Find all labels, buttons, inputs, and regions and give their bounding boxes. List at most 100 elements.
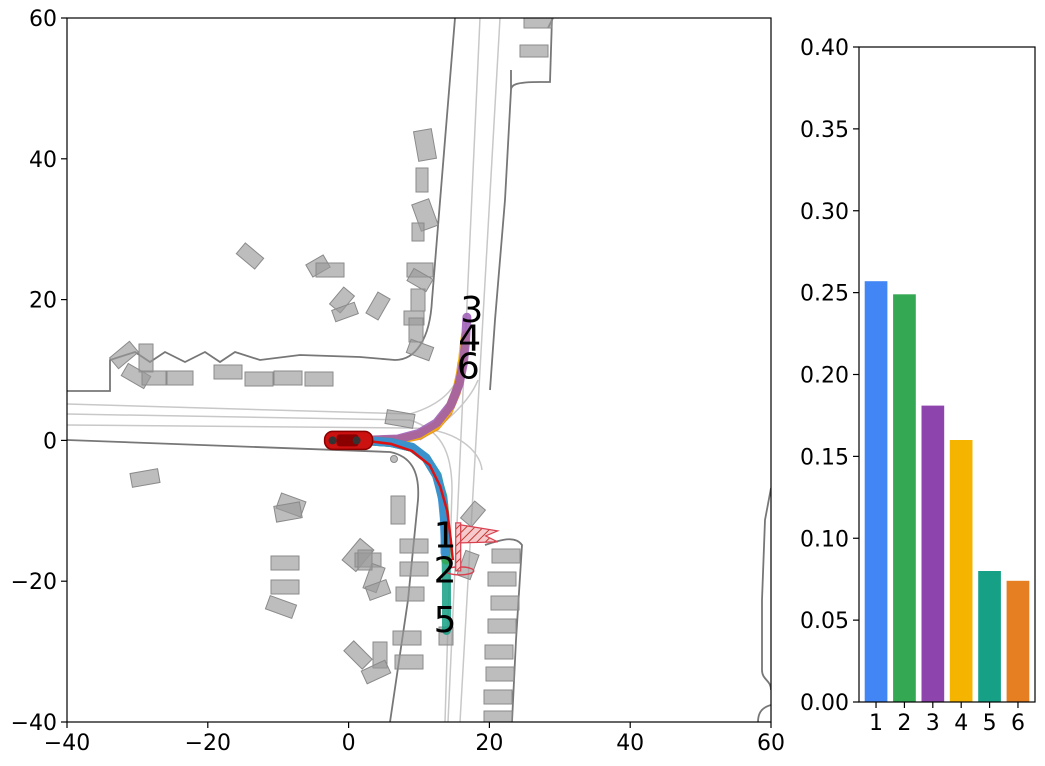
- bar-y-tick-label: 0.00: [800, 691, 849, 716]
- road-edge: [757, 704, 771, 722]
- y-tick-label: −20: [11, 570, 57, 595]
- parked-vehicle: [364, 579, 392, 601]
- parked-vehicle: [395, 586, 425, 602]
- bar-series: [864, 281, 1030, 702]
- parked-vehicle: [490, 595, 520, 611]
- lane-line: [67, 424, 411, 429]
- parked-vehicle: [273, 370, 303, 386]
- bar-x-tick-label: 5: [983, 711, 997, 736]
- map-background: [67, 18, 771, 722]
- trajectory-label-5: 5: [434, 600, 457, 641]
- x-tick-label: 60: [757, 731, 785, 756]
- parked-vehicle: [270, 555, 300, 571]
- parked-vehicle: [270, 579, 300, 595]
- bar-y-tick-label: 0.40: [800, 36, 849, 61]
- map-y-axis: −40 −20 0 20 40 60: [11, 7, 67, 736]
- parked-vehicle: [415, 167, 429, 193]
- parked-vehicle: [405, 338, 435, 362]
- parked-vehicle: [331, 301, 359, 323]
- parked-vehicle: [410, 288, 426, 312]
- parked-vehicle: [392, 630, 422, 646]
- parked-vehicle: [138, 343, 154, 373]
- bar-6: [1006, 580, 1030, 702]
- goal-flag-banner: [460, 524, 500, 544]
- bar-x-tick-label: 3: [926, 711, 940, 736]
- bar-y-tick-label: 0.20: [800, 364, 849, 389]
- bar-x-tick-label: 6: [1011, 711, 1025, 736]
- parked-vehicle: [384, 409, 416, 429]
- goal-flag-icon: [444, 522, 500, 576]
- goal-flag-pole: [455, 522, 462, 572]
- bar-3: [921, 405, 945, 702]
- scene-marker: [390, 455, 398, 463]
- parked-vehicle: [357, 549, 373, 571]
- road-edge: [67, 439, 420, 722]
- parked-vehicle: [399, 561, 429, 577]
- map-frame: [66, 17, 772, 723]
- trajectory-label-4: 4: [458, 318, 481, 359]
- trajectory-3: [358, 312, 472, 445]
- parked-vehicle: [244, 371, 274, 387]
- parked-vehicle: [360, 659, 392, 685]
- parked-vehicle: [487, 618, 517, 634]
- bar-y-tick-label: 0.05: [800, 609, 849, 634]
- trajectory-label-1: 1: [434, 515, 457, 556]
- parked-vehicle: [315, 262, 345, 278]
- lane-lines: [67, 18, 501, 722]
- parked-vehicle: [264, 594, 298, 620]
- bar-2: [893, 294, 916, 702]
- lane-line: [67, 413, 411, 421]
- bar-1: [864, 281, 888, 702]
- road-edge: [510, 18, 553, 91]
- parked-vehicle: [343, 640, 373, 670]
- parked-vehicle: [412, 128, 438, 162]
- lane-line: [67, 403, 411, 415]
- parked-vehicle: [394, 654, 424, 670]
- x-tick-label: −40: [44, 731, 90, 756]
- road-edge: [67, 18, 456, 392]
- bar-x-tick-label: 4: [954, 711, 968, 736]
- parked-vehicle: [365, 291, 391, 321]
- parked-vehicle: [108, 340, 140, 370]
- lane-line: [409, 419, 453, 722]
- parked-vehicle: [304, 371, 334, 387]
- parked-vehicle: [459, 500, 487, 528]
- parked-vehicle: [129, 468, 161, 488]
- y-tick-label: 60: [29, 7, 57, 32]
- trajectories: [358, 312, 472, 635]
- road-edge: [489, 89, 512, 391]
- lane-line: [459, 18, 501, 722]
- bar-y-axis: 0.00 0.05 0.10 0.15 0.20 0.25 0.30 0.35 0.40: [800, 36, 859, 716]
- parked-vehicle: [408, 317, 424, 343]
- map-x-axis: −40 −20 0 20 40 60: [44, 722, 785, 756]
- trajectory-1: [358, 435, 450, 558]
- parked-vehicle: [235, 242, 265, 270]
- bar-4: [949, 440, 973, 702]
- parked-vehicle: [273, 501, 303, 523]
- parked-vehicle: [491, 548, 521, 564]
- parked-vehicle: [406, 267, 434, 293]
- bar-x-tick-label: 1: [869, 711, 883, 736]
- parked-vehicle: [166, 370, 194, 386]
- trajectory-label-3: 3: [460, 290, 483, 331]
- y-tick-label: 40: [29, 148, 57, 173]
- parked-vehicle: [141, 370, 167, 386]
- parked-vehicle: [213, 364, 243, 380]
- ego-vehicle-icon: [323, 430, 374, 451]
- parked-vehicle: [456, 549, 480, 581]
- parked-vehicle: [483, 710, 513, 722]
- x-tick-label: 40: [616, 731, 644, 756]
- ego-roof: [336, 434, 359, 447]
- bar-y-tick-label: 0.30: [800, 200, 849, 225]
- trajectory-label-6: 6: [457, 346, 480, 387]
- bar-5: [978, 571, 1001, 702]
- x-tick-label: 0: [342, 731, 356, 756]
- parked-vehicle: [523, 18, 553, 29]
- parked-vehicle: [484, 644, 514, 660]
